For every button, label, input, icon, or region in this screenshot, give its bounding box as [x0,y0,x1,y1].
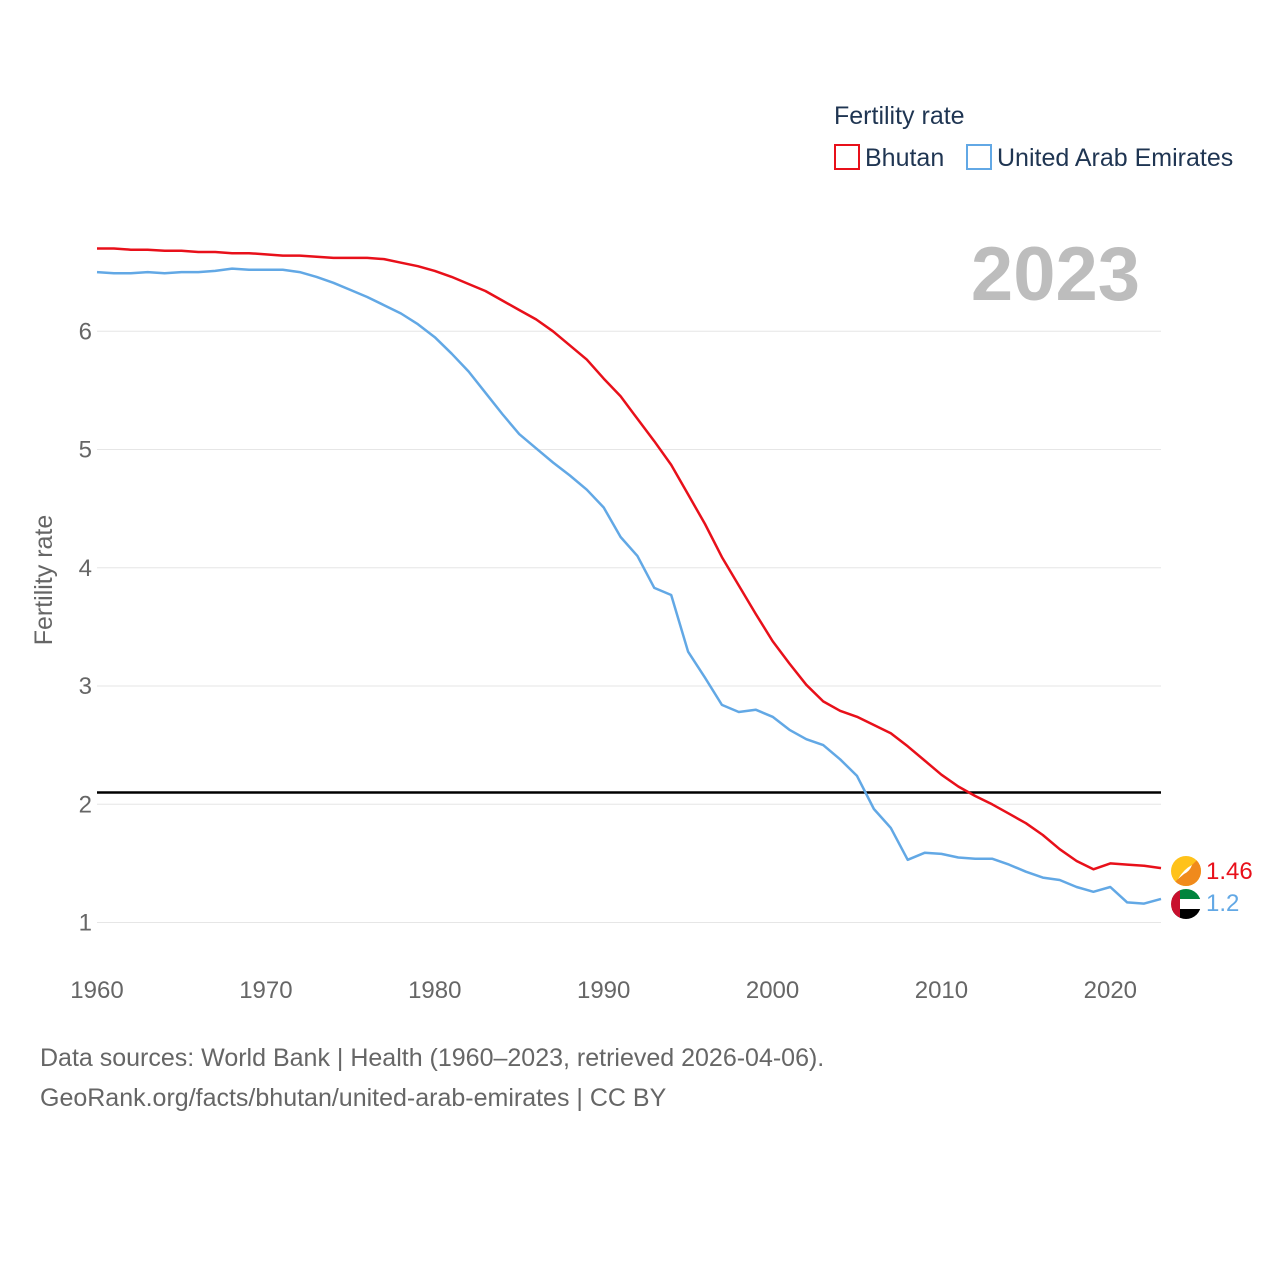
legend-label-uae: United Arab Emirates [997,144,1233,172]
x-tick-label: 1990 [577,977,630,1004]
footer-link[interactable]: GeoRank.org/facts/bhutan/united-arab-emi… [40,1084,667,1112]
footer-source: Data sources: World Bank | Health (1960–… [40,1044,825,1072]
x-tick-label: 2000 [746,977,799,1004]
y-tick-label: 1 [79,910,92,937]
y-axis-title: Fertility rate [30,515,58,646]
legend-item-bhutan[interactable]: Bhutan [834,144,944,172]
uae-flag-icon [1171,889,1201,919]
x-tick-label: 1980 [408,977,461,1004]
gridlines [97,330,1161,924]
y-tick-label: 3 [79,673,92,700]
legend-label-bhutan: Bhutan [865,144,944,172]
x-tick-label: 1970 [239,977,292,1004]
legend: Fertility rate Bhutan United Arab Emirat… [834,102,1233,172]
legend-item-uae[interactable]: United Arab Emirates [966,144,1233,172]
end-markers: 1.46 1.2 [1171,856,1253,919]
series-line-united-arab-emirates [96,267,1162,905]
y-tick-label: 5 [79,437,92,464]
y-tick-label: 6 [79,318,92,345]
x-tick-label: 1960 [70,977,123,1004]
bhutan-flag-icon [1171,856,1201,886]
legend-swatch-uae [966,144,992,170]
legend-title: Fertility rate [834,102,965,130]
end-label-bhutan: 1.46 [1206,858,1253,885]
end-label-uae: 1.2 [1206,890,1239,917]
series-lines [96,247,1162,905]
year-display: 2023 [971,232,1140,317]
y-tick-label: 2 [79,791,92,818]
legend-swatch-bhutan [834,144,860,170]
axis-ticks: 1 2 3 4 5 6 1960 1970 1980 1990 2000 2010 2020 [70,318,1137,1004]
series-line-bhutan [97,247,1162,871]
x-tick-label: 2010 [915,977,968,1004]
x-tick-label: 2020 [1084,977,1137,1004]
y-tick-label: 4 [79,555,92,582]
